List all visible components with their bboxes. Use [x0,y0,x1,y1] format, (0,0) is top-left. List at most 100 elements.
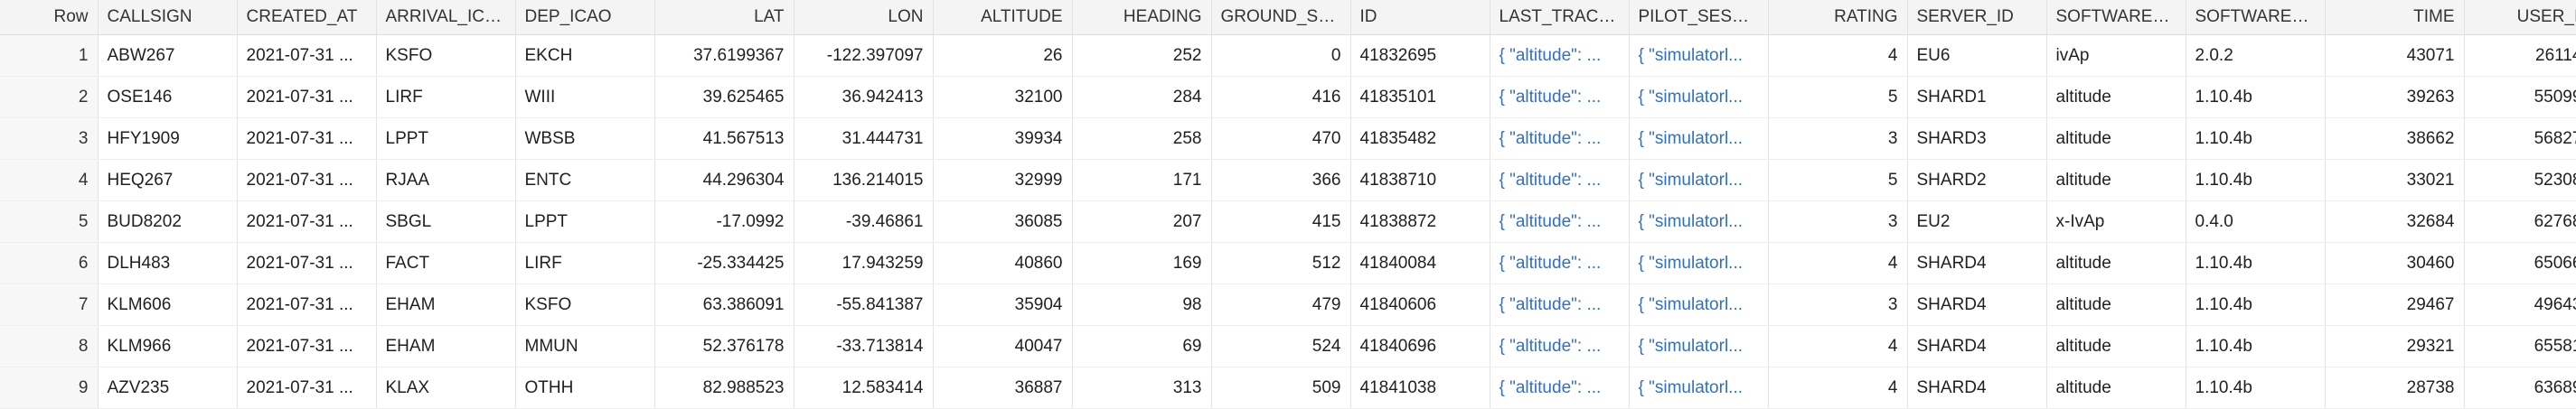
column-header-server-id[interactable]: SERVER_ID [1907,0,2047,35]
cell-row[interactable]: 9 [0,367,99,409]
cell-server-id[interactable]: SHARD3 [1907,117,2047,160]
cell-server-id[interactable]: SHARD4 [1907,367,2047,409]
cell-software-type[interactable]: altitude [2046,284,2186,326]
cell-server-id[interactable]: SHARD4 [1907,325,2047,367]
cell-last-track[interactable]: { "altitude": ... [1490,159,1630,201]
cell-dep-icao[interactable]: KSFO [515,284,655,326]
cell-ground-speed[interactable]: 470 [1211,117,1351,160]
cell-altitude[interactable]: 35904 [933,284,1073,326]
cell-last-track[interactable]: { "altitude": ... [1490,117,1630,160]
cell-callsign[interactable]: DLH483 [98,242,238,284]
cell-software-version[interactable]: 1.10.4b [2186,325,2326,367]
cell-lat[interactable]: 82.988523 [654,367,794,409]
cell-user-id[interactable]: 261144 [2464,34,2576,77]
cell-last-track[interactable]: { "altitude": ... [1490,34,1630,77]
cell-id[interactable]: 41840696 [1350,325,1490,367]
cell-arrival-icao[interactable]: LIRF [376,76,516,118]
column-header-rating[interactable]: RATING [1768,0,1908,35]
cell-user-id[interactable]: 627685 [2464,200,2576,243]
table-row[interactable]: 9 AZV235 2021-07-31 ... KLAX OTHH 82.988523 12… [0,367,2576,409]
cell-heading[interactable]: 207 [1072,200,1212,243]
cell-rating[interactable]: 5 [1768,76,1908,118]
cell-last-track[interactable]: { "altitude": ... [1490,200,1630,243]
cell-lon[interactable]: -55.841387 [794,284,934,326]
cell-dep-icao[interactable]: ENTC [515,159,655,201]
cell-software-type[interactable]: ivAp [2046,34,2186,77]
cell-time[interactable]: 33021 [2325,159,2465,201]
cell-lon[interactable]: 36.942413 [794,76,934,118]
cell-lat[interactable]: 52.376178 [654,325,794,367]
cell-heading[interactable]: 313 [1072,367,1212,409]
cell-software-version[interactable]: 1.10.4b [2186,367,2326,409]
cell-software-version[interactable]: 1.10.4b [2186,117,2326,160]
cell-lon[interactable]: 12.583414 [794,367,934,409]
cell-lon[interactable]: -33.713814 [794,325,934,367]
cell-rating[interactable]: 5 [1768,159,1908,201]
cell-dep-icao[interactable]: LIRF [515,242,655,284]
column-header-lon[interactable]: LON [794,0,934,35]
cell-altitude[interactable]: 40047 [933,325,1073,367]
table-row[interactable]: 3 HFY1909 2021-07-31 ... LPPT WBSB 41.567513 3… [0,117,2576,160]
cell-arrival-icao[interactable]: LPPT [376,117,516,160]
cell-user-id[interactable]: 568272 [2464,117,2576,160]
cell-created-at[interactable]: 2021-07-31 ... [237,34,377,77]
cell-pilot-session[interactable]: { "simulatorl... [1629,159,1769,201]
cell-row[interactable]: 2 [0,76,99,118]
cell-heading[interactable]: 284 [1072,76,1212,118]
cell-software-type[interactable]: altitude [2046,325,2186,367]
column-header-last-track[interactable]: LAST_TRACK_OBJ [1490,0,1630,35]
cell-altitude[interactable]: 26 [933,34,1073,77]
column-header-time[interactable]: TIME [2325,0,2465,35]
cell-altitude[interactable]: 36085 [933,200,1073,243]
cell-user-id[interactable]: 550995 [2464,76,2576,118]
cell-arrival-icao[interactable]: SBGL [376,200,516,243]
cell-pilot-session[interactable]: { "simulatorl... [1629,117,1769,160]
cell-lon[interactable]: -39.46861 [794,200,934,243]
cell-row[interactable]: 8 [0,325,99,367]
cell-rating[interactable]: 3 [1768,200,1908,243]
column-header-software-version[interactable]: SOFTWARE_VERSION [2186,0,2326,35]
cell-altitude[interactable]: 36887 [933,367,1073,409]
cell-heading[interactable]: 258 [1072,117,1212,160]
cell-row[interactable]: 3 [0,117,99,160]
cell-ground-speed[interactable]: 479 [1211,284,1351,326]
cell-heading[interactable]: 98 [1072,284,1212,326]
cell-user-id[interactable]: 523087 [2464,159,2576,201]
cell-arrival-icao[interactable]: FACT [376,242,516,284]
cell-last-track[interactable]: { "altitude": ... [1490,367,1630,409]
cell-dep-icao[interactable]: WIII [515,76,655,118]
column-header-callsign[interactable]: CALLSIGN [98,0,238,35]
cell-pilot-session[interactable]: { "simulatorl... [1629,367,1769,409]
cell-callsign[interactable]: HFY1909 [98,117,238,160]
cell-server-id[interactable]: SHARD1 [1907,76,2047,118]
cell-ground-speed[interactable]: 0 [1211,34,1351,77]
table-row[interactable]: 2 OSE146 2021-07-31 ... LIRF WIII 39.625465 36… [0,76,2576,118]
cell-ground-speed[interactable]: 415 [1211,200,1351,243]
column-header-software-type[interactable]: SOFTWARE_TYPE [2046,0,2186,35]
cell-id[interactable]: 41832695 [1350,34,1490,77]
cell-user-id[interactable]: 650667 [2464,242,2576,284]
cell-created-at[interactable]: 2021-07-31 ... [237,242,377,284]
cell-created-at[interactable]: 2021-07-31 ... [237,367,377,409]
cell-callsign[interactable]: AZV235 [98,367,238,409]
cell-dep-icao[interactable]: LPPT [515,200,655,243]
table-row[interactable]: 1 ABW267 2021-07-31 ... KSFO EKCH 37.6199367-… [0,34,2576,77]
cell-software-version[interactable]: 2.0.2 [2186,34,2326,77]
cell-row[interactable]: 1 [0,34,99,77]
cell-lon[interactable]: 31.444731 [794,117,934,160]
cell-software-type[interactable]: x-IvAp [2046,200,2186,243]
cell-rating[interactable]: 4 [1768,242,1908,284]
cell-software-type[interactable]: altitude [2046,76,2186,118]
cell-server-id[interactable]: SHARD4 [1907,242,2047,284]
cell-id[interactable]: 41838710 [1350,159,1490,201]
cell-altitude[interactable]: 39934 [933,117,1073,160]
cell-pilot-session[interactable]: { "simulatorl... [1629,325,1769,367]
cell-ground-speed[interactable]: 524 [1211,325,1351,367]
cell-software-version[interactable]: 1.10.4b [2186,242,2326,284]
cell-rating[interactable]: 3 [1768,284,1908,326]
cell-rating[interactable]: 4 [1768,34,1908,77]
cell-dep-icao[interactable]: EKCH [515,34,655,77]
cell-time[interactable]: 29321 [2325,325,2465,367]
cell-pilot-session[interactable]: { "simulatorl... [1629,76,1769,118]
cell-arrival-icao[interactable]: EHAM [376,284,516,326]
